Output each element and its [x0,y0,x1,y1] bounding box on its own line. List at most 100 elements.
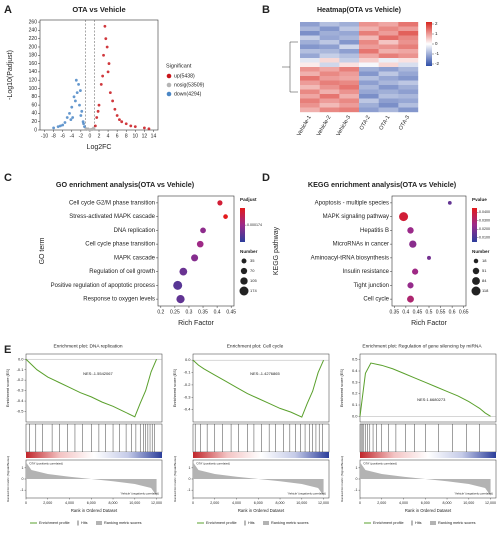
y-axis-label: Enrichment score (ES) [6,368,10,407]
rank-strip [193,452,329,458]
heat-cell [359,26,379,32]
y-tick-label: -0.2 [17,377,25,382]
point [75,91,79,95]
x-tick-label: 0.55 [436,309,446,315]
rank-strip [26,452,162,458]
x-tick-label: 6,000 [254,501,263,505]
positive-label: 'OTA' (positively correlated) [29,462,63,466]
x-tick-label: 2 [98,133,101,139]
point [78,89,82,92]
heat-cell [378,53,399,59]
metric-y-tick-label: 1 [189,466,191,470]
point [115,114,119,117]
colorbar-label: 0.0400 [479,210,490,214]
y-tick-label: Positive regulation of apoptotic process [51,283,155,289]
dot [173,280,183,290]
x-tick-label: 4 [107,133,110,139]
heat-cell [378,85,399,90]
y-tick-label: Stress-activated MAPK cascade [69,214,155,220]
point [103,24,107,28]
heat-cell [319,76,340,81]
heat-cell [300,35,320,41]
x-tick-label: 4,000 [399,501,408,505]
column-label: Vehicle-1 [296,115,313,138]
point [88,128,92,132]
heat-cell [300,98,320,104]
x-tick-label: -8 [51,133,56,139]
point [101,74,105,78]
heat-cell [319,22,340,27]
y-tick-label: 80 [31,94,37,100]
legend-title: Pvalue [472,197,487,202]
y-tick-label: 120 [29,78,38,84]
panel-label: E [4,344,11,356]
y-tick-label: 0.0 [18,356,24,361]
legend-label: nosig(53509) [174,82,205,88]
x-tick-label: 10,000 [129,501,140,505]
column-label: Vehicle-3 [336,115,353,138]
size-legend-dot [471,286,481,296]
y-axis-label: Enrichment score (ES) [340,368,344,407]
metric-y-label: Ranked list metric (Signal2Noise) [340,456,344,502]
es-frame [192,353,330,423]
point [59,124,62,128]
x-tick-label: -4 [70,133,75,139]
size-legend-label: 51 [482,268,487,273]
heat-cell [398,89,419,95]
heat-cell [319,26,340,32]
heat-cell [378,40,399,45]
x-tick-label: 10 [133,133,139,139]
x-tick-label: 10,000 [296,501,307,505]
y-tick-label: Response to oxygen levels [83,297,155,303]
nes-label: NES:-1.5542067 [83,371,113,376]
metric-y-tick-label: 1 [356,466,358,470]
panel-label: A [4,4,12,16]
heat-cell [300,49,320,54]
heat-cell [319,89,340,95]
dot [407,227,414,234]
heat-cell [359,40,379,45]
y-tick-label: 260 [29,19,38,25]
x-axis-label: Rich Factor [411,320,447,327]
hits-frame [359,423,497,453]
legend-label: Hits [81,521,88,525]
heat-cell [398,35,419,41]
heat-cell [339,71,360,77]
point [77,82,80,86]
x-tick-label: 0 [25,501,27,505]
dot [399,212,409,222]
chart-title: Enrichment plot: DNA replication [53,343,122,349]
point [79,114,83,117]
y-tick-label: Tight junction [354,283,389,289]
point [93,124,97,128]
x-tick-label: 0.45 [226,309,236,315]
heat-cell [339,76,360,81]
size-legend-dot [240,267,248,275]
chart-title: KEGG enrichment analysis(OTA vs Vehicle) [308,180,457,189]
y-tick-label: Cell cycle G2/M phase transition [69,200,155,206]
heat-cell [300,85,320,90]
dot [427,255,431,260]
heat-cell [359,98,379,104]
y-tick-label: Cell cycle [363,297,389,303]
x-tick-label: 0.45 [413,309,423,315]
chart-title: Heatmap(OTA vs Vehicle) [317,7,401,14]
heat-cell [378,71,399,77]
point [99,82,103,86]
y-tick-label: 0.2 [352,391,358,396]
heat-cell [359,80,379,86]
heat-cell [359,62,379,68]
point [74,78,78,82]
column-label: OTA-2 [359,115,372,132]
y-tick-label: Insulin resistance [343,269,390,275]
metric-y-tick-label: 1 [22,466,24,470]
legend-label: Hits [248,521,255,525]
dot [407,282,414,289]
heat-cell [300,44,320,50]
size-legend-label: 70 [250,268,255,273]
colorbar-label: 0.0100 [479,236,490,240]
heat-cell [339,53,360,59]
heat-cell [339,40,360,45]
legend-title: Padjust [240,197,257,202]
heat-cell [359,107,379,113]
